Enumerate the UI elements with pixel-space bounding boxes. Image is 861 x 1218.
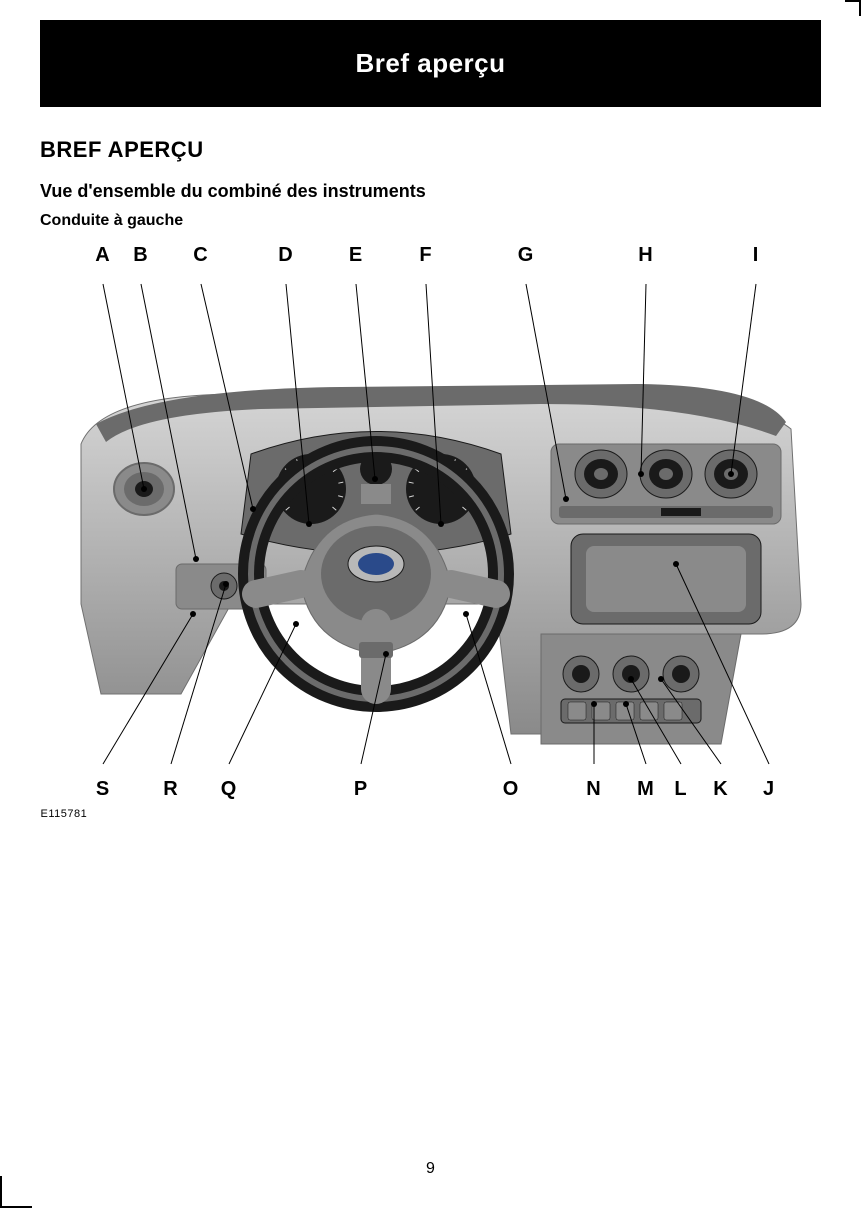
callout-label-R: R bbox=[163, 778, 177, 801]
section-heading: BREF APERÇU bbox=[40, 137, 821, 163]
callout-label-C: C bbox=[193, 244, 207, 267]
callout-label-P: P bbox=[354, 778, 367, 801]
instrument-panel-diagram: A B C D E F G H I S R Q P O N ML K J E115781 bbox=[41, 244, 821, 820]
dashboard-illustration bbox=[41, 274, 821, 774]
crop-mark-top-right bbox=[845, 0, 861, 16]
bottom-callout-row: S R Q P O N ML K J bbox=[41, 774, 821, 804]
callout-label-O: O bbox=[503, 778, 519, 801]
callout-label-H: H bbox=[638, 244, 652, 267]
chapter-title: Bref aperçu bbox=[356, 48, 506, 78]
top-callout-row: A B C D E F G H I bbox=[41, 244, 821, 274]
callout-label-E: E bbox=[349, 244, 362, 267]
callout-label-S: S bbox=[96, 778, 109, 801]
variant-heading: Conduite à gauche bbox=[40, 212, 821, 230]
callout-label-J: J bbox=[763, 778, 774, 801]
chapter-header: Bref aperçu bbox=[40, 20, 821, 107]
callout-label-M: M bbox=[637, 778, 654, 801]
callout-label-K: K bbox=[713, 778, 727, 801]
callout-label-L: L bbox=[674, 778, 686, 801]
callout-label-G: G bbox=[518, 244, 534, 267]
callout-label-A: A bbox=[95, 244, 109, 267]
callout-label-N: N bbox=[586, 778, 600, 801]
figure-reference-id: E115781 bbox=[41, 808, 821, 820]
callout-label-Q: Q bbox=[221, 778, 237, 801]
callout-label-B: B bbox=[133, 244, 147, 267]
callout-label-D: D bbox=[278, 244, 292, 267]
subsection-heading: Vue d'ensemble du combiné des instrument… bbox=[40, 181, 821, 202]
callout-label-I: I bbox=[753, 244, 759, 267]
crop-mark-bottom-left bbox=[0, 1176, 32, 1208]
page-number: 9 bbox=[40, 1160, 821, 1178]
callout-label-F: F bbox=[419, 244, 431, 267]
page: Bref aperçu BREF APERÇU Vue d'ensemble d… bbox=[0, 0, 861, 1218]
